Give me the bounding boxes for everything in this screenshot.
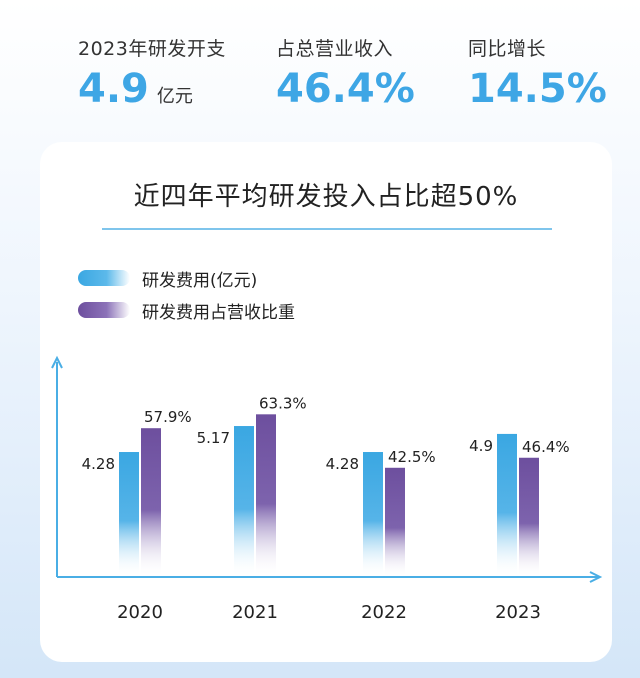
stat-number: 4.9 (78, 66, 149, 112)
bar-rd-ratio-2020 (141, 428, 161, 577)
stats-header: 2023年研发开支 4.9 亿元 占总营业收入 46.4% 同比增长 14.5% (0, 0, 640, 140)
x-tick-2023: 2023 (495, 602, 541, 623)
stat-value: 14.5% (468, 66, 607, 112)
legend-swatch-blue (78, 270, 130, 286)
y-axis-arrow (51, 355, 63, 369)
legend-label: 研发费用占营收比重 (142, 303, 295, 323)
chart-bars (119, 414, 539, 577)
stat-label: 2023年研发开支 (78, 38, 226, 60)
chart-title: 近四年平均研发投入占比超50% (133, 182, 519, 212)
label-rd-cost-2020: 4.28 (82, 455, 115, 473)
label-rd-cost-2023: 4.9 (469, 437, 493, 455)
label-rd-ratio-2020: 57.9% (144, 408, 192, 426)
label-rd-ratio-2023: 46.4% (522, 438, 570, 456)
bar-rd-cost-2022 (363, 452, 383, 577)
stat-rd-spending: 2023年研发开支 4.9 亿元 (78, 34, 226, 121)
stat-revenue-share: 占总营业收入 46.4% (276, 34, 415, 113)
legend-swatch-purple (78, 302, 130, 318)
bar-rd-ratio-2023 (519, 457, 539, 577)
label-rd-cost-2022: 4.28 (326, 455, 359, 473)
title-underline (102, 228, 552, 230)
bar-rd-ratio-2022 (385, 467, 405, 577)
stat-label: 同比增长 (468, 38, 547, 60)
label-rd-ratio-2021: 63.3% (259, 394, 307, 412)
stat-label: 占总营业收入 (276, 38, 394, 60)
stat-unit: 亿元 (156, 86, 193, 107)
bar-rd-cost-2023 (497, 433, 517, 577)
bar-rd-cost-2020 (119, 452, 139, 577)
stat-value: 46.4% (276, 66, 415, 112)
bar-rd-cost-2021 (234, 426, 254, 577)
bar-rd-ratio-2021 (256, 414, 276, 577)
x-axis-arrow (589, 571, 603, 583)
label-rd-ratio-2022: 42.5% (388, 448, 436, 466)
chart-labels: 4.28 57.9% 2020 5.17 63.3% 2021 4.28 42.5% 2022 4… (82, 394, 570, 623)
stat-yoy-growth: 同比增长 14.5% (468, 34, 607, 113)
x-tick-2022: 2022 (361, 602, 407, 623)
legend-label: 研发费用(亿元) (142, 271, 258, 291)
stat-value: 4.9 亿元 (78, 65, 226, 121)
x-tick-2021: 2021 (232, 602, 278, 623)
label-rd-cost-2021: 5.17 (197, 429, 230, 447)
x-tick-2020: 2020 (117, 602, 163, 623)
